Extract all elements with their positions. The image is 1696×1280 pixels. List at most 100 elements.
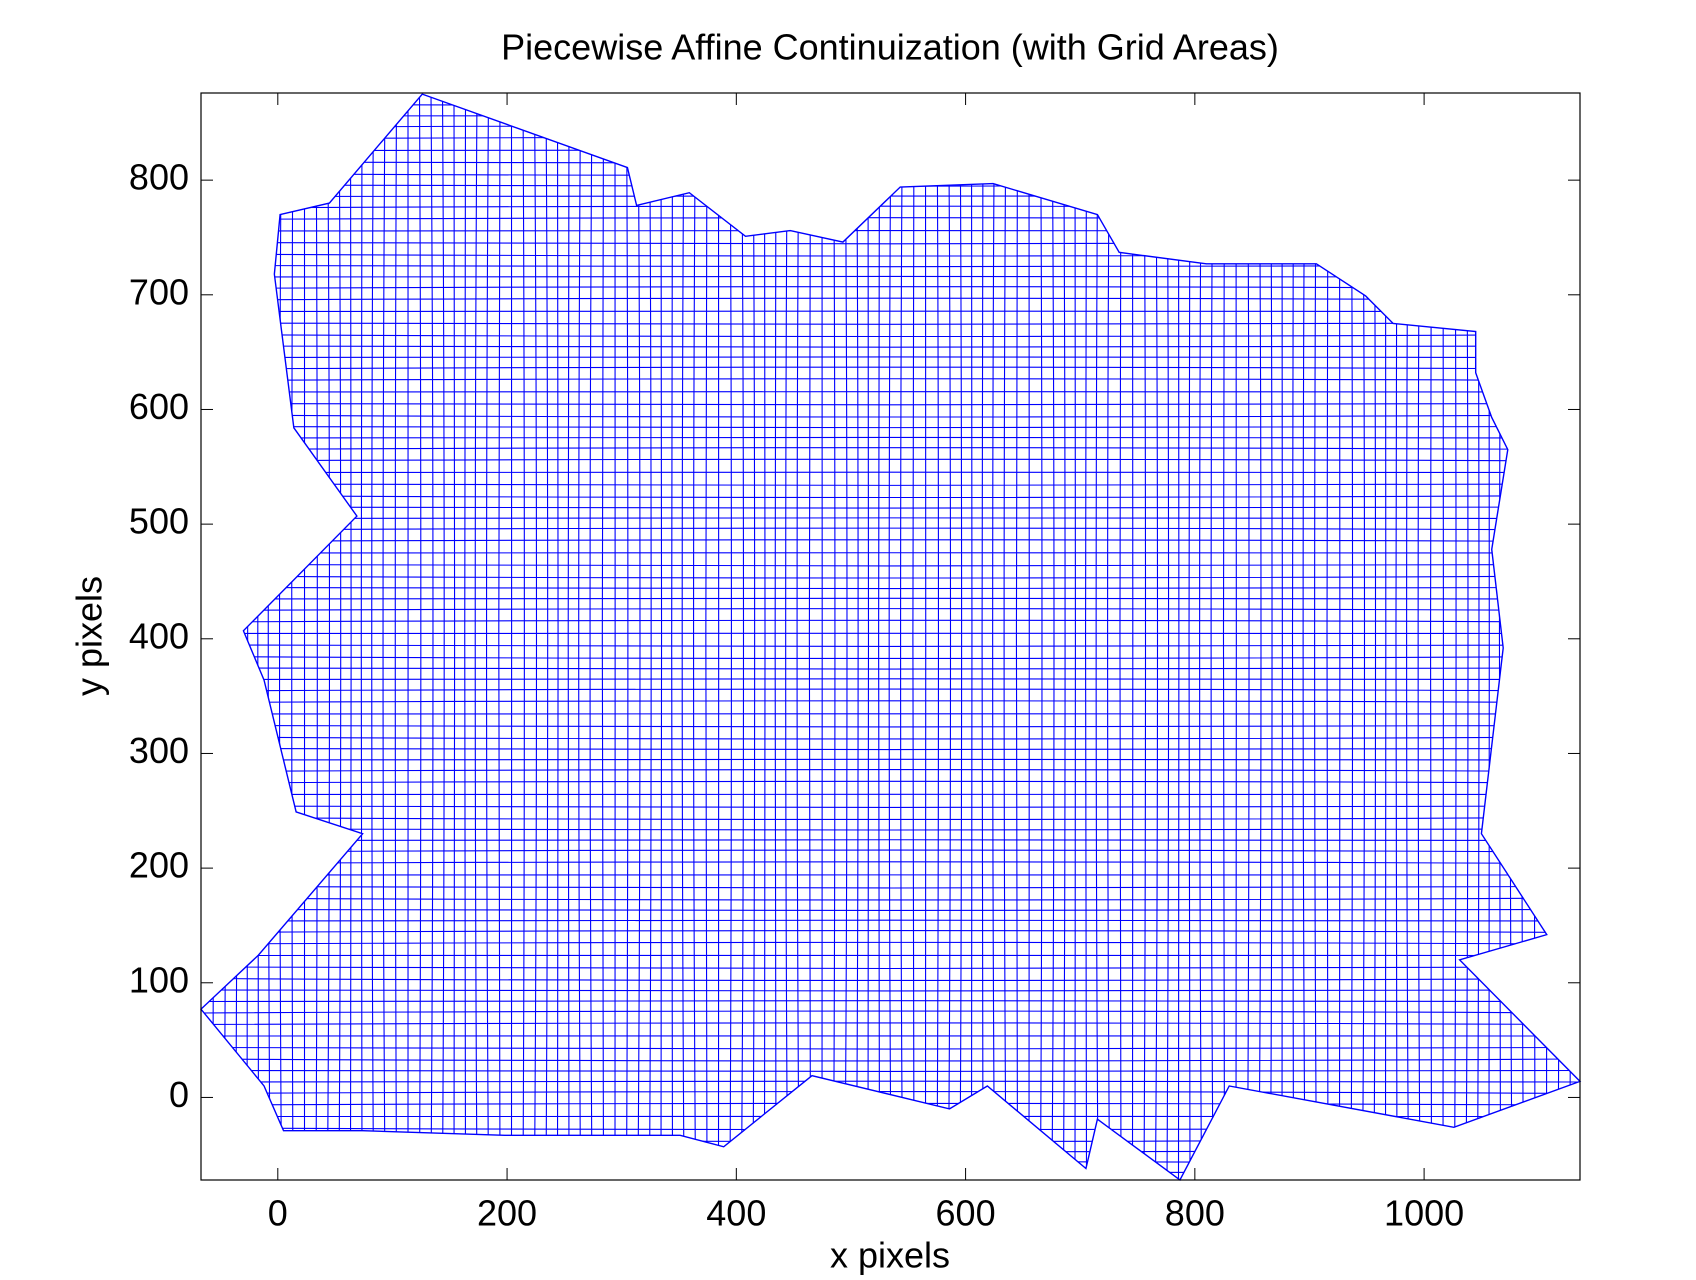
mesh-line	[1003, 94, 1007, 1181]
mesh-line	[693, 94, 697, 1181]
mesh-line	[1533, 94, 1536, 1181]
mesh-line	[201, 447, 1580, 451]
mesh-line	[201, 828, 1580, 831]
mesh-line	[785, 94, 789, 1181]
mesh-line	[578, 94, 582, 1181]
mesh-line	[246, 94, 249, 1181]
mesh-line	[201, 517, 1580, 520]
mesh-line	[201, 667, 1580, 670]
mesh-line	[1246, 94, 1250, 1181]
mesh-line	[589, 94, 593, 1181]
mesh-line	[1107, 94, 1111, 1181]
mesh-line	[201, 849, 1580, 853]
mesh-line	[1210, 94, 1214, 1181]
x-axis-label: x pixels	[830, 1235, 950, 1276]
mesh-line	[1373, 94, 1377, 1181]
mesh-line	[474, 94, 478, 1181]
mesh-line	[201, 322, 1580, 325]
mesh-line	[601, 94, 605, 1181]
y-tick-label: 400	[129, 615, 189, 656]
y-tick-label: 700	[129, 271, 189, 312]
mesh-line	[625, 94, 629, 1181]
mesh-line	[211, 94, 215, 1181]
x-tick-label: 600	[936, 1193, 996, 1234]
mesh-line	[201, 644, 1580, 647]
mesh-line	[1361, 94, 1366, 1181]
mesh-line	[349, 94, 352, 1181]
y-axis-label: y pixels	[69, 576, 110, 696]
mesh-line	[201, 700, 1580, 704]
x-tick-label: 800	[1165, 1193, 1225, 1234]
mesh-line	[278, 94, 283, 1181]
y-tick-label: 600	[129, 386, 189, 427]
mesh-line	[201, 736, 1580, 740]
mesh-line	[556, 94, 559, 1181]
mesh-line	[201, 608, 1580, 612]
mesh-line	[1395, 94, 1398, 1181]
mesh-line	[201, 345, 1580, 348]
mesh-line	[1062, 94, 1066, 1181]
mesh-line	[201, 769, 1580, 773]
mesh-line	[844, 94, 848, 1181]
mesh-line	[763, 94, 766, 1181]
mesh-line	[201, 930, 1580, 934]
mesh-line	[201, 103, 1580, 107]
y-tick-label: 0	[169, 1074, 189, 1115]
mesh-line	[1154, 94, 1159, 1181]
mesh-line	[1258, 94, 1262, 1181]
mesh-line	[201, 780, 1580, 784]
mesh-line	[201, 1161, 1580, 1164]
mesh-line	[201, 425, 1580, 429]
mesh-line	[1039, 94, 1043, 1181]
mesh-line	[430, 94, 434, 1181]
mesh-line	[729, 94, 732, 1181]
mesh-line	[201, 977, 1580, 982]
mesh-line	[1498, 94, 1502, 1181]
mesh-line	[740, 94, 745, 1181]
mesh-line	[1429, 94, 1433, 1181]
mesh-line	[201, 458, 1580, 462]
mesh-line	[1015, 94, 1019, 1181]
mesh-line	[201, 839, 1580, 842]
mesh-line	[1476, 94, 1480, 1181]
x-tick-label: 200	[477, 1193, 537, 1234]
mesh-line	[1166, 94, 1170, 1181]
mesh-line	[1326, 94, 1329, 1181]
mesh-line	[201, 1150, 1580, 1153]
mesh-line	[1095, 94, 1099, 1181]
mesh-line	[1557, 94, 1561, 1181]
mesh-line	[1269, 94, 1273, 1181]
mesh-line	[223, 94, 227, 1181]
mesh-line	[338, 94, 342, 1181]
mesh-line	[201, 366, 1580, 370]
mesh-line	[1291, 94, 1295, 1181]
mesh-line	[1568, 94, 1573, 1181]
mesh-line	[1406, 94, 1410, 1181]
mesh-line	[201, 563, 1580, 567]
mesh-line	[947, 94, 952, 1181]
x-tick-label: 0	[268, 1193, 288, 1234]
mesh-line	[201, 724, 1580, 728]
mesh-line	[382, 94, 386, 1181]
mesh-line	[1188, 94, 1191, 1181]
mesh-line	[315, 94, 318, 1181]
mesh-line	[201, 688, 1580, 692]
mesh-line	[1051, 94, 1055, 1181]
mesh-line	[201, 356, 1580, 359]
mesh-line	[371, 94, 375, 1181]
mesh-line	[201, 1058, 1580, 1062]
mesh-line	[394, 94, 398, 1181]
y-tick-label: 200	[129, 845, 189, 886]
mesh-line	[201, 885, 1580, 889]
mesh-line	[201, 747, 1580, 751]
mesh-line	[201, 1000, 1580, 1003]
mesh-line	[752, 94, 756, 1181]
y-tick-label: 500	[129, 501, 189, 542]
mesh-line	[441, 94, 445, 1181]
mesh-line	[234, 94, 238, 1181]
mesh-line	[959, 94, 963, 1181]
mesh-line	[648, 94, 652, 1181]
mesh-line	[660, 94, 663, 1181]
mesh-line	[201, 908, 1580, 912]
mesh-line	[201, 1022, 1580, 1026]
